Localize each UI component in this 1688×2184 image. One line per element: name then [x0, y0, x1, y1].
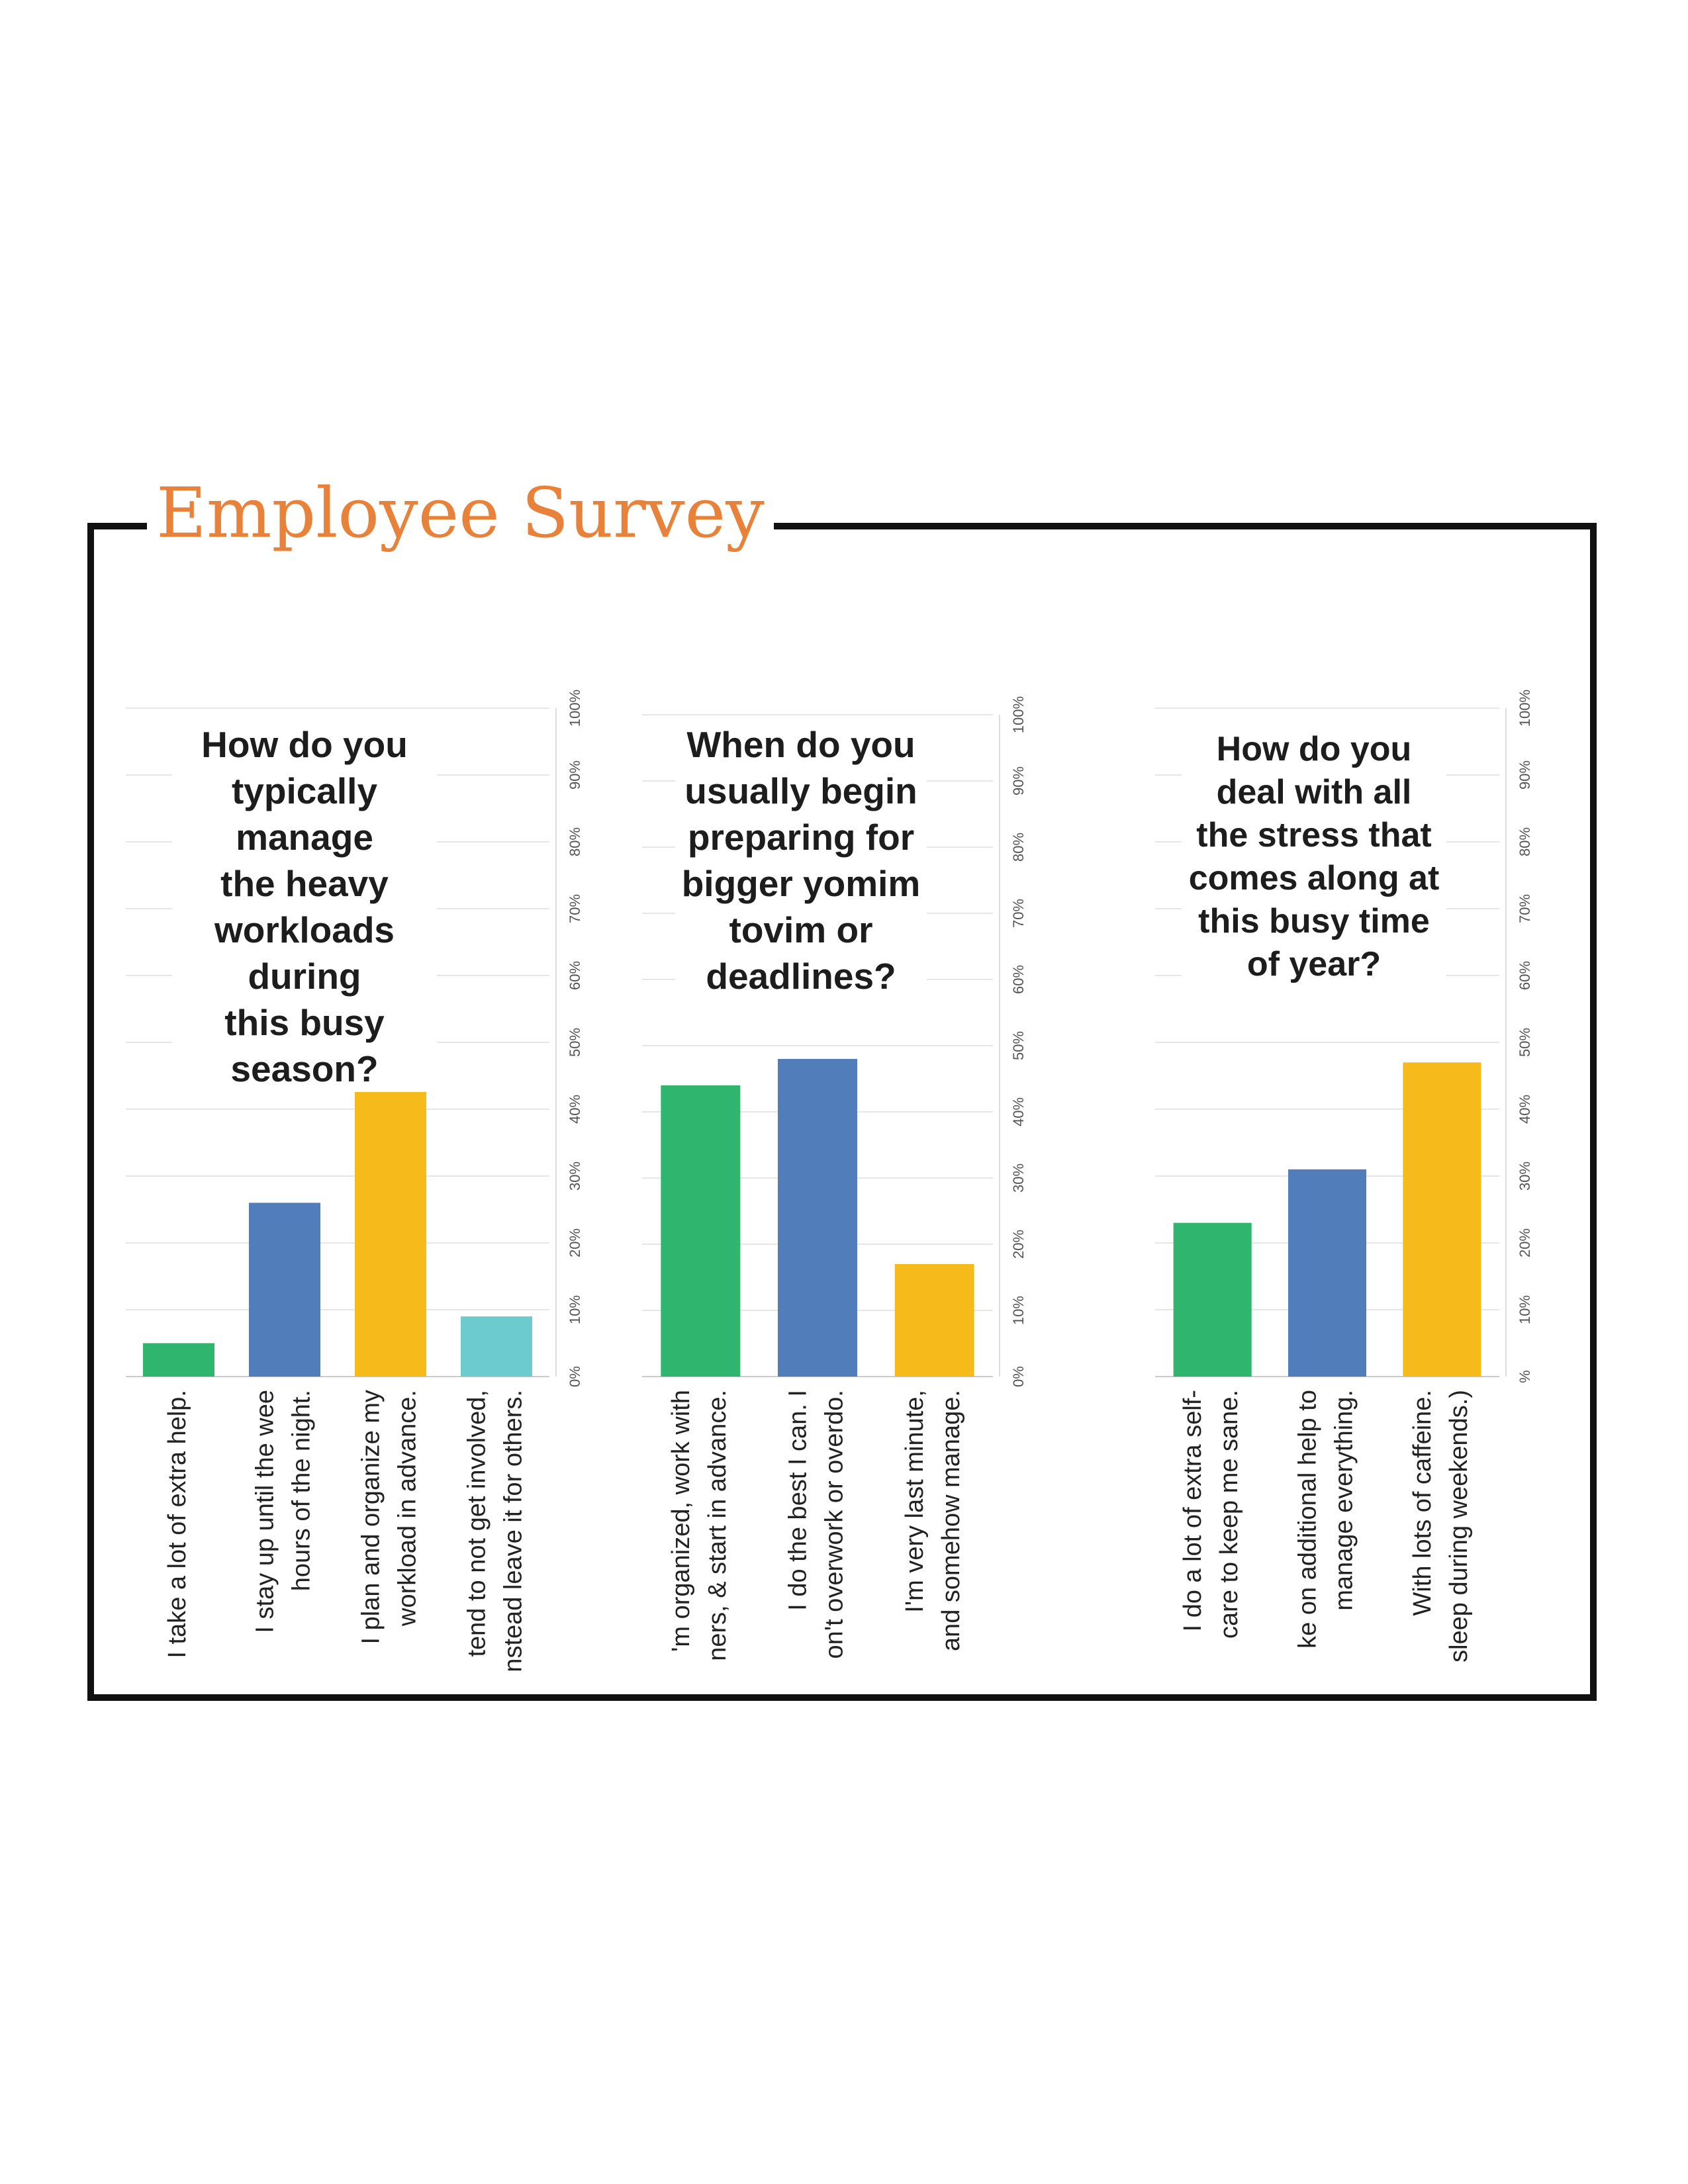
chart-title-line: season?: [230, 1048, 379, 1089]
category-label: workload in advance.: [394, 1390, 422, 1627]
chart-title-line: typically manage: [231, 770, 378, 858]
category-label: hours of the night.: [288, 1390, 316, 1591]
bar: [1288, 1169, 1366, 1377]
chart-title-line: comes along at: [1188, 859, 1440, 897]
y-tick-label: 90%: [1010, 766, 1027, 796]
category-label: manage everything.: [1331, 1390, 1358, 1611]
category-label: on't overwork or overdo.: [821, 1390, 849, 1659]
chart-title-workloads: How do you typically manage the heavy workl…: [172, 721, 437, 1092]
y-tick-label: 60%: [567, 961, 583, 990]
chart-panel-workloads: 0% 10% 20% 30% 40% 50% 60% 70% 80% 90% 100% I take …: [126, 690, 589, 1672]
category-label: care to keep me sane.: [1215, 1390, 1243, 1639]
y-tick-label: 60%: [1010, 965, 1027, 994]
category-label: tend to not get involved,: [463, 1390, 491, 1657]
y-tick-label: 50%: [1517, 1028, 1533, 1057]
bar: [1173, 1222, 1252, 1377]
chart-title-line: the stress that: [1196, 816, 1432, 854]
chart-title-line: When do you: [686, 724, 915, 765]
y-tick-label: 20%: [567, 1228, 583, 1257]
y-tick-label: 60%: [1517, 961, 1533, 990]
survey-frame: [87, 523, 1597, 1701]
y-tick-label: 40%: [567, 1095, 583, 1124]
y-tick-label: %: [1517, 1370, 1533, 1383]
category-label: 'm organized, work with: [667, 1390, 695, 1652]
y-tick-label: 80%: [1010, 833, 1027, 862]
chart-title-line: usually begin: [684, 770, 917, 811]
y-tick-label: 80%: [1517, 827, 1533, 856]
chart-panel-stress: % 10% 20% 30% 40% 50% 60% 70% 80% 90% 100% I do a l…: [1155, 690, 1552, 1668]
y-tick-label: 10%: [1517, 1295, 1533, 1324]
y-tick-label: 100%: [567, 690, 583, 727]
chart-title-line: tovim or: [729, 909, 873, 950]
y-tick-label: 10%: [1010, 1296, 1027, 1325]
y-tick-label: 100%: [1517, 690, 1533, 727]
y-tick-label: 70%: [567, 894, 583, 923]
bar: [1403, 1062, 1481, 1377]
page-title: Employee Survey: [147, 463, 774, 563]
y-tick-label: 30%: [1010, 1163, 1027, 1193]
category-label: nstead leave it for others.: [500, 1390, 528, 1672]
chart-title-line: preparing for: [687, 817, 915, 858]
bar: [661, 1085, 741, 1377]
y-tick-label: 70%: [1517, 894, 1533, 923]
chart-panel-preparing: 0% 10% 20% 30% 40% 50% 60% 70% 80% 90% 100% 'm orga…: [642, 696, 1066, 1668]
category-label: I'm very last minute,: [901, 1390, 929, 1613]
y-tick-label: 30%: [1517, 1161, 1533, 1191]
y-tick-label: 20%: [1010, 1230, 1027, 1259]
y-tick-label: 0%: [567, 1366, 583, 1387]
chart-title-line: of year?: [1246, 945, 1382, 983]
y-tick-label: 20%: [1517, 1228, 1533, 1257]
bar: [778, 1059, 857, 1377]
category-label: I do the best I can. I: [784, 1390, 812, 1611]
y-tick-label: 90%: [567, 760, 583, 790]
chart-svg-preparing: 0% 10% 20% 30% 40% 50% 60% 70% 80% 90% 100% 'm orga…: [642, 696, 1027, 1661]
y-tick-label: 40%: [1010, 1097, 1027, 1126]
chart-title-line: deal with all: [1216, 773, 1412, 811]
bar: [143, 1343, 214, 1377]
y-tick-label: 100%: [1010, 696, 1027, 733]
y-tick-label: 90%: [1517, 760, 1533, 790]
chart-title-line: this busy time: [1198, 902, 1430, 940]
chart-title-line: How do you: [201, 724, 408, 765]
chart-title-line: this busy: [224, 1002, 385, 1043]
chart-title-preparing: When do you usually begin preparing for big…: [675, 721, 927, 999]
bar: [894, 1264, 974, 1377]
category-label: ners, & start in advance.: [704, 1390, 731, 1661]
y-tick-label: 50%: [1010, 1031, 1027, 1060]
chart-title-line: bigger yomim: [681, 863, 921, 904]
category-label: ke on additional help to: [1294, 1390, 1322, 1649]
category-label: I do a lot of extra self-: [1179, 1390, 1207, 1631]
bar: [249, 1203, 320, 1377]
category-label: sleep during weekends.): [1445, 1390, 1473, 1662]
bar: [461, 1316, 532, 1377]
category-label: I plan and organize my: [357, 1390, 385, 1644]
chart-title-line: the heavy: [220, 863, 389, 904]
category-label: With lots of caffeine.: [1409, 1390, 1436, 1615]
chart-title-line: How do you: [1216, 730, 1412, 768]
y-tick-label: 40%: [1517, 1095, 1533, 1124]
category-label: and somehow manage.: [937, 1390, 965, 1651]
y-tick-label: 70%: [1010, 899, 1027, 928]
y-tick-label: 0%: [1010, 1366, 1027, 1387]
chart-title-line: workloads during: [214, 909, 395, 997]
y-tick-label: 10%: [567, 1295, 583, 1324]
y-tick-label: 50%: [567, 1028, 583, 1057]
category-label: I stay up until the wee: [252, 1390, 279, 1633]
category-label: I take a lot of extra help.: [164, 1390, 191, 1659]
y-tick-label: 30%: [567, 1161, 583, 1191]
chart-title-line: deadlines?: [706, 956, 896, 997]
y-tick-label: 80%: [567, 827, 583, 856]
chart-title-stress: How do you deal with all the stress that co…: [1182, 728, 1446, 986]
chart-svg-workloads: 0% 10% 20% 30% 40% 50% 60% 70% 80% 90% 100% I take …: [126, 690, 583, 1672]
